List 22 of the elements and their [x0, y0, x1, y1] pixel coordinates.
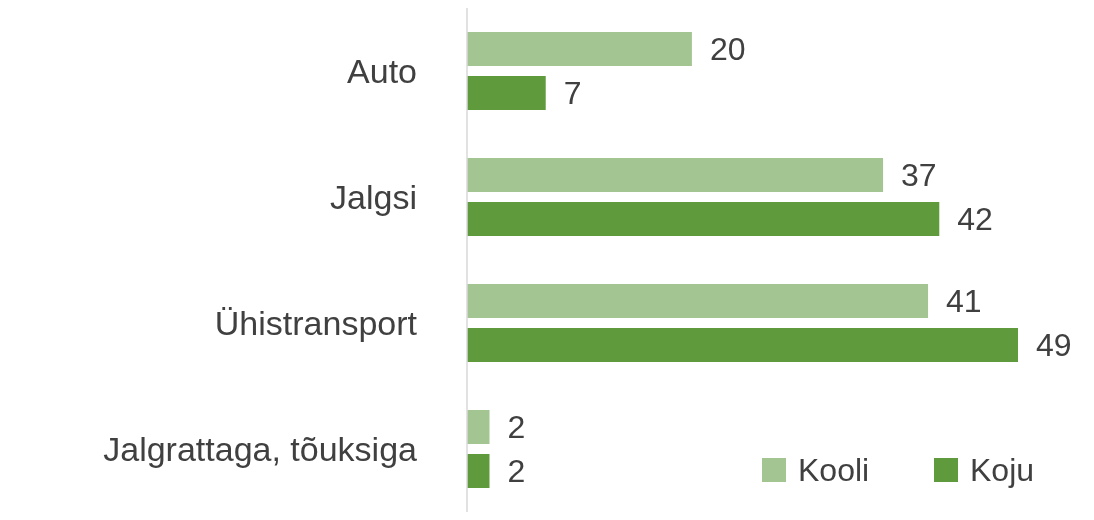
data-label: 49 — [1036, 327, 1072, 363]
data-label: 2 — [507, 409, 526, 445]
data-label: 41 — [946, 283, 982, 319]
data-label: 7 — [563, 75, 582, 111]
data-label: 42 — [957, 201, 993, 237]
bar — [467, 76, 546, 110]
y-tick-label: Jalgsi — [330, 178, 417, 216]
data-label: 37 — [901, 157, 937, 193]
data-label: 20 — [709, 31, 746, 67]
bar — [467, 410, 490, 444]
data-label: 2 — [507, 453, 526, 489]
legend-label: Koju — [970, 452, 1035, 488]
bar — [467, 158, 884, 192]
y-tick-label: Auto — [347, 52, 417, 90]
legend-label: Kooli — [798, 452, 870, 488]
y-tick-label: Jalgrattaga, tõuksiga — [103, 430, 418, 468]
bar — [467, 454, 490, 488]
bar — [467, 32, 692, 66]
bar — [467, 328, 1018, 362]
bar — [467, 284, 929, 318]
bar — [467, 202, 940, 236]
y-tick-label: Ühistransport — [214, 304, 418, 342]
